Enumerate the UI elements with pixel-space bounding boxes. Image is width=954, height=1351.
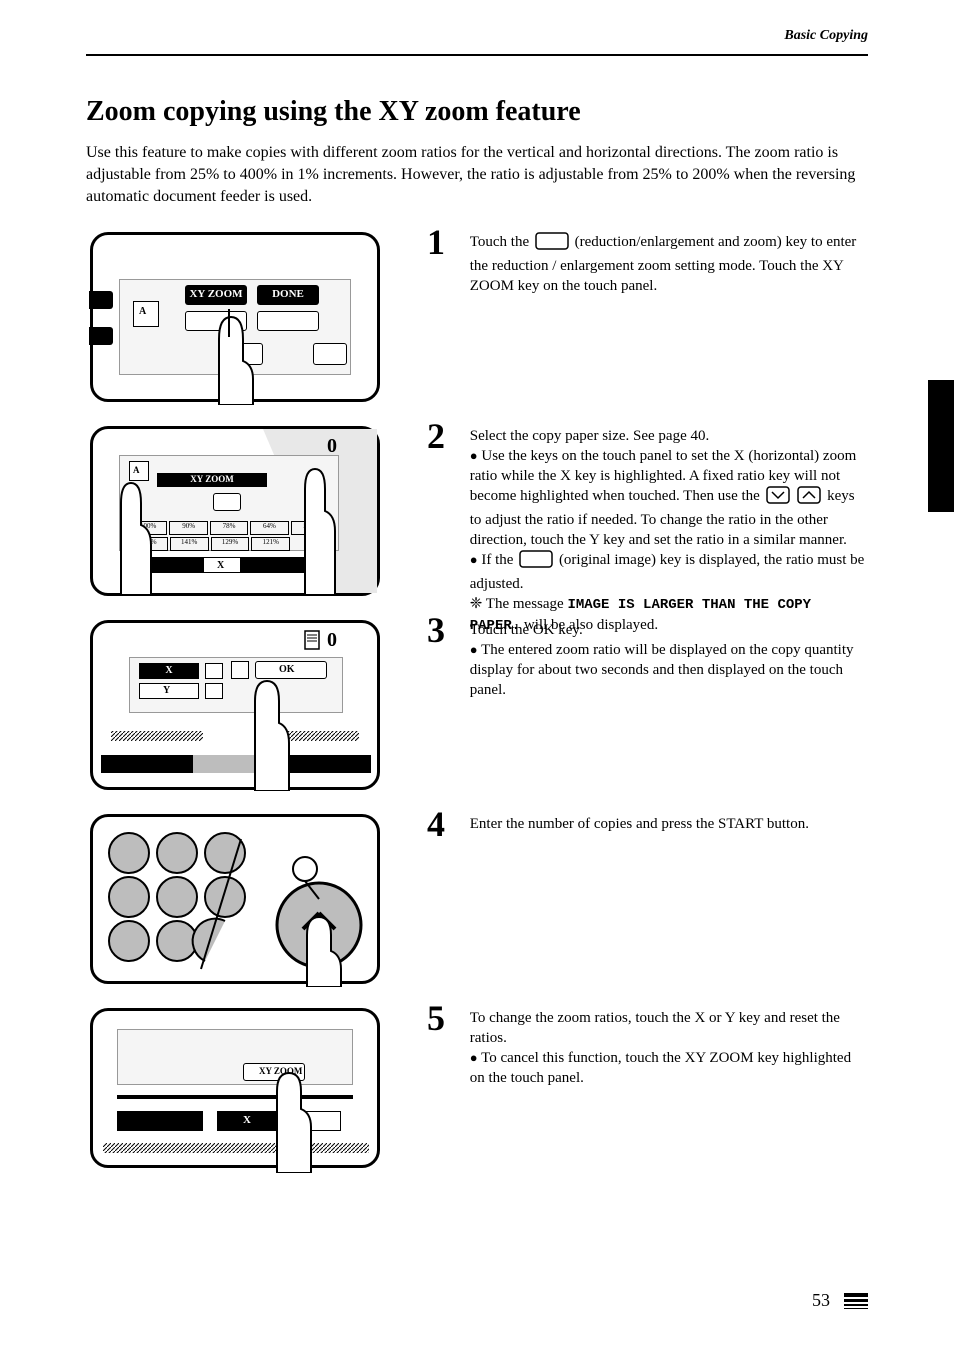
step-1-text-a: Touch the xyxy=(470,234,533,250)
step-3-text-a: Touch the OK key. xyxy=(470,622,583,638)
header-running-title: Basic Copying xyxy=(784,28,868,44)
step-2-text-a: Select the copy paper size. See page 40. xyxy=(470,428,710,444)
corner-decoration-bars xyxy=(844,1293,868,1312)
step-2-figure: 0 A XY ZOOM 100% 90% 78% 64% 50% 200% 14… xyxy=(90,426,380,596)
step-3-number: 3 xyxy=(416,620,456,640)
step-5-number: 5 xyxy=(416,1008,456,1028)
step-3-text-b: The entered zoom ratio will be displayed… xyxy=(470,642,854,698)
step-5-figure: XY ZOOM X xyxy=(90,1008,380,1168)
intro-paragraph: Use this feature to make copies with dif… xyxy=(86,142,868,208)
step-1-number: 1 xyxy=(416,232,456,252)
fig1-done-key: DONE xyxy=(257,288,319,300)
page: Basic Copying Zoom copying using the XY … xyxy=(0,0,954,1351)
fig4-finger-icon xyxy=(291,911,347,987)
step-3-figure: 0 X OK Y xyxy=(90,620,380,790)
step-5-text-a: To change the zoom ratios, touch the X o… xyxy=(470,1010,840,1046)
step-2-number: 2 xyxy=(416,426,456,446)
page-number: 53 xyxy=(812,1290,830,1311)
fig3-paper-icon xyxy=(303,629,323,651)
original-image-key-icon xyxy=(519,550,553,574)
fig1-A-label: A xyxy=(139,306,146,317)
up-arrow-key-icon xyxy=(797,486,821,510)
step-1-text: 1 Touch the (reduction/enlargement and z… xyxy=(416,232,876,296)
fig2-finger-left-icon xyxy=(107,475,155,595)
fig5-finger-icon xyxy=(261,1067,317,1173)
step-4-text-a: Enter the number of copies and press the… xyxy=(470,816,809,832)
step-3-text: 3 Touch the OK key. ● The entered zoom r… xyxy=(416,620,876,700)
step-2-text: 2 Select the copy paper size. See page 4… xyxy=(416,426,876,636)
section-title: Zoom copying using the XY zoom feature xyxy=(86,96,581,128)
fig3-finger-icon xyxy=(239,673,295,791)
fig2-finger-right-icon xyxy=(291,461,339,595)
header-rule xyxy=(86,54,868,56)
step-4-text: 4 Enter the number of copies and press t… xyxy=(416,814,876,834)
step-5-text-b: To cancel this function, touch the XY ZO… xyxy=(470,1050,851,1086)
step-5-text: 5 To change the zoom ratios, touch the X… xyxy=(416,1008,876,1088)
fig4-keypad-icon xyxy=(101,829,281,977)
fig1-finger-icon xyxy=(201,309,259,405)
down-arrow-key-icon xyxy=(766,486,790,510)
step-2-text-d: If the xyxy=(481,552,517,568)
step-4-number: 4 xyxy=(416,814,456,834)
fig1-xyzoom-key: XY ZOOM xyxy=(185,288,247,300)
zoom-key-icon xyxy=(535,232,569,256)
step-4-figure xyxy=(90,814,380,984)
chapter-thumb-tab xyxy=(928,380,954,512)
step-1-figure: A XY ZOOM DONE xyxy=(90,232,380,402)
step-2-text-f: ❈ The message xyxy=(470,596,564,612)
